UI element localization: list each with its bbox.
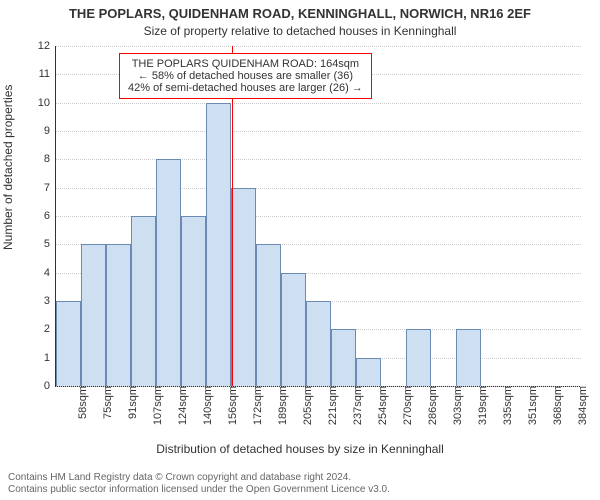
footer-line-2: Contains public sector information licen… [8,484,592,496]
page-title: THE POPLARS, QUIDENHAM ROAD, KENNINGHALL… [0,6,600,21]
y-tick: 10 [24,97,56,109]
x-tick: 107sqm [148,386,164,425]
gridline [56,131,581,132]
x-tick: 172sqm [248,386,264,425]
y-tick: 8 [24,153,56,165]
histogram-bar [81,244,106,386]
x-tick: 140sqm [198,386,214,425]
y-tick: 11 [24,68,56,80]
x-tick: 319sqm [473,386,489,425]
y-tick: 3 [24,295,56,307]
x-tick: 351sqm [523,386,539,425]
histogram-bar [281,273,306,386]
x-tick: 254sqm [373,386,389,425]
x-tick: 58sqm [73,386,89,419]
x-tick: 124sqm [173,386,189,425]
histogram-bar [306,301,331,386]
annotation-line-3: 42% of semi-detached houses are larger (… [128,82,363,94]
y-tick: 7 [24,182,56,194]
y-tick: 9 [24,125,56,137]
y-tick: 1 [24,352,56,364]
x-tick: 156sqm [223,386,239,425]
x-tick: 270sqm [398,386,414,425]
annotation-box: THE POPLARS QUIDENHAM ROAD: 164sqm← 58% … [119,53,372,99]
y-tick: 5 [24,238,56,250]
histogram-bar [156,159,181,386]
gridline [56,103,581,104]
gridline [56,159,581,160]
gridline [56,46,581,47]
x-tick: 205sqm [298,386,314,425]
y-tick: 0 [24,380,56,392]
x-tick: 303sqm [448,386,464,425]
footer-line-1: Contains HM Land Registry data © Crown c… [8,472,592,484]
page-subtitle: Size of property relative to detached ho… [0,24,600,38]
histogram-bar [331,329,356,386]
y-tick: 12 [24,40,56,52]
x-tick: 221sqm [323,386,339,425]
x-tick: 286sqm [423,386,439,425]
histogram-plot: 012345678910111258sqm75sqm91sqm107sqm124… [55,46,581,387]
x-tick: 91sqm [123,386,139,419]
histogram-bar [356,358,381,386]
histogram-bar [406,329,431,386]
histogram-bar [231,188,256,386]
histogram-bar [206,103,231,386]
histogram-bar [56,301,81,386]
gridline [56,188,581,189]
x-tick: 384sqm [573,386,589,425]
x-tick: 189sqm [273,386,289,425]
x-tick: 237sqm [348,386,364,425]
footer-attribution: Contains HM Land Registry data © Crown c… [8,472,592,496]
histogram-bar [456,329,481,386]
x-tick: 368sqm [548,386,564,425]
y-axis-label: Number of detached properties [1,85,15,250]
x-axis-label: Distribution of detached houses by size … [0,442,600,456]
y-tick: 6 [24,210,56,222]
histogram-bar [131,216,156,386]
histogram-bar [181,216,206,386]
annotation-line-1: THE POPLARS QUIDENHAM ROAD: 164sqm [128,58,363,70]
x-tick: 335sqm [498,386,514,425]
histogram-bar [106,244,131,386]
y-tick: 2 [24,323,56,335]
histogram-bar [256,244,281,386]
x-tick: 75sqm [98,386,114,419]
annotation-line-2: ← 58% of detached houses are smaller (36… [128,70,363,82]
y-tick: 4 [24,267,56,279]
